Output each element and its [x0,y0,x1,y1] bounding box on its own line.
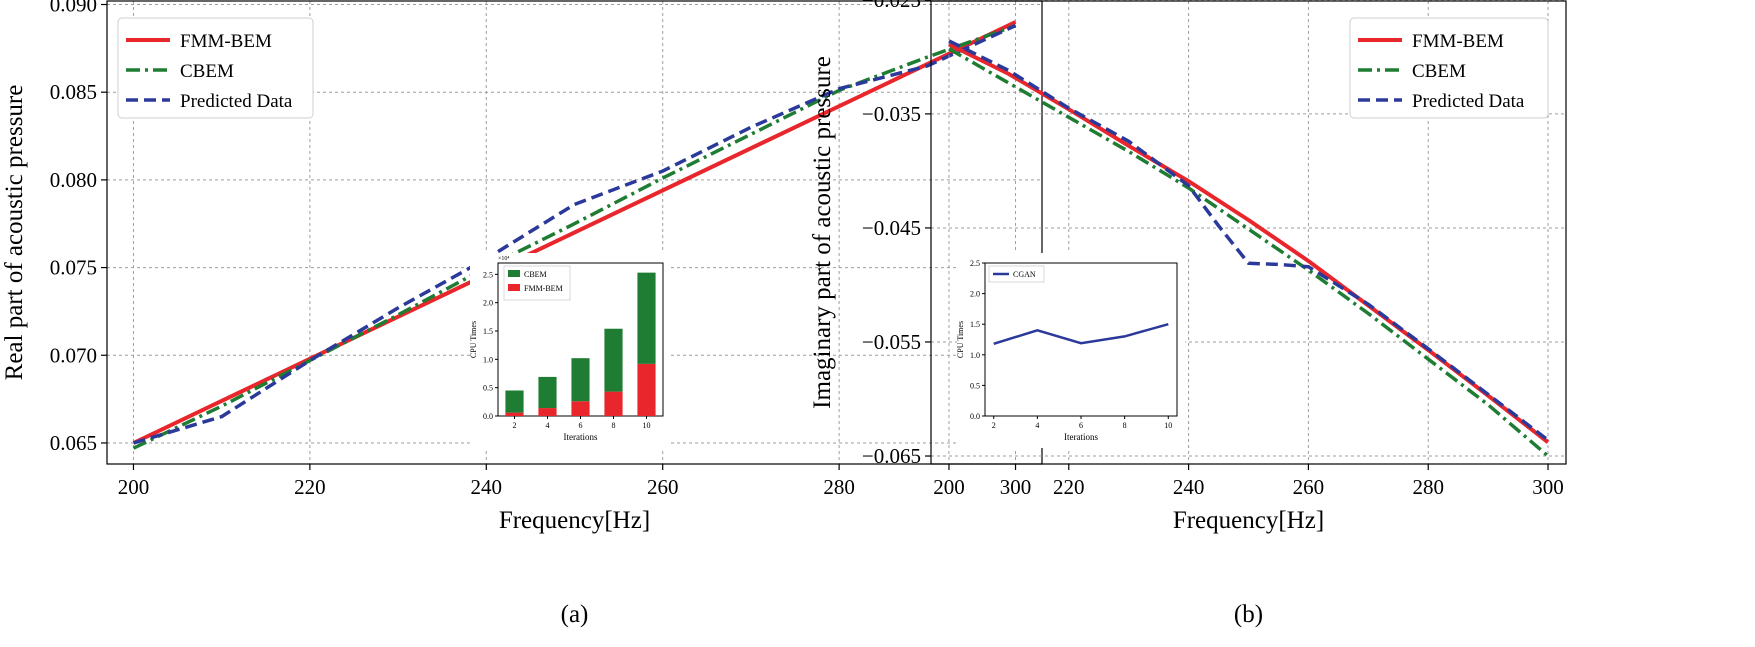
y-axis-label: Real part of acoustic pressure [1,85,28,381]
y-tick-label: 0.070 [50,343,97,367]
inset-legend-label: FMM-BEM [524,284,563,293]
x-tick-label: 200 [118,475,150,499]
inset-legend-swatch [508,270,520,277]
inset-x-tick-label: 6 [1079,421,1083,430]
legend-label: CBEM [180,61,234,82]
x-axis-label: Frequency[Hz] [499,507,650,534]
series-line-fmm-bem [132,20,1017,445]
panel-a: 200 220 240 260 280 300 0.065 0.070 0.075 0.080 0.… [1,0,1043,628]
legend-label: Predicted Data [1412,91,1525,112]
inset-y-tick-label: 2.5 [483,270,493,279]
series-line-cbem [132,23,1017,450]
inset-series-line-cgan [993,322,1169,345]
x-tick-label: 260 [1293,475,1325,499]
inset-legend-swatch [508,284,520,291]
figure-caption: (b) [1234,601,1263,628]
inset-bar-fmm-bem [571,401,590,416]
legend-label: Predicted Data [180,91,293,112]
inset-bar-cbem [538,376,557,409]
inset-y-axis-label: CPU Times [956,321,965,358]
inset-legend-frame [988,265,1045,283]
y-tick-label: 0.090 [50,0,97,17]
inset-bar-fmm-bem [604,391,623,416]
inset-bar-cbem [637,272,656,364]
inset-x-tick-label: 10 [643,421,651,430]
legend-frame [117,17,314,119]
x-tick-label: 240 [471,475,503,499]
x-tick-label: 240 [1173,475,1205,499]
inset-legend-label: CGAN [1013,270,1036,279]
inset-x-axis-label: Iterations [1064,432,1098,442]
y-tick-label: 0.080 [50,168,97,192]
inset-b: 0.0 0.5 1.0 1.5 2.0 2.5 Iterations CPU Times 2 4 6… [956,253,1185,448]
x-tick-label: 200 [933,475,965,499]
inset-x-tick-label: 2 [992,421,996,430]
y-tick-label: −0.035 [862,102,921,126]
axes-frame-b [930,0,1567,465]
inset-y-tick-label: 1.5 [483,327,493,336]
legend-a: FMM-BEM CBEM Predicted Data [117,17,314,119]
inset-x-tick-label: 4 [1035,421,1039,430]
inset-y-tick-label: 1.0 [970,351,980,360]
x-axis-label: Frequency[Hz] [1173,507,1324,534]
legend-label: FMM-BEM [1412,31,1504,52]
x-tick-label: 260 [647,475,679,499]
y-tick-label: 0.085 [50,80,97,104]
x-tick-label: 300 [1000,475,1032,499]
series-line-predicted-data [948,39,1550,442]
inset-a: 0.0 0.5 1.0 1.5 2.0 2.5 Iterations CPU Times ×10… [469,253,671,448]
inset-y-tick-label: 2.5 [970,259,980,268]
inset-bar-cbem [505,390,524,413]
inset-y-axis-label: CPU Times [469,321,478,358]
inset-x-tick-label: 6 [579,421,583,430]
inset-bar-fmm-bem [505,412,524,416]
series-group-a [132,20,1017,450]
inset-scale-label: ×10⁴ [498,256,509,262]
inset-y-tick-label: 0.5 [970,381,980,390]
inset-y-tick-label: 2.0 [483,299,493,308]
y-tick-label: −0.065 [862,444,921,468]
inset-bar-fmm-bem [538,408,557,416]
inset-y-tick-label: 0.5 [483,384,493,393]
inset-y-tick-label: 1.5 [970,320,980,329]
panel-b: 200 220 240 260 280 300 −0.065 −0.055 −0.045 −0.0… [809,0,1567,628]
x-tick-label: 220 [294,475,326,499]
inset-x-tick-label: 10 [1164,421,1172,430]
inset-x-tick-label: 4 [546,421,550,430]
y-axis-label: Imaginary part of acoustic pressure [809,56,836,409]
axes-frame-a [106,0,1043,465]
inset-bar-cbem [604,328,623,392]
y-tick-label: −0.025 [862,0,921,12]
inset-x-axis-label: Iterations [564,432,598,442]
legend-label: FMM-BEM [180,31,272,52]
inset-x-tick-label: 8 [612,421,616,430]
inset-legend-label: CBEM [524,270,547,279]
inset-bar-fmm-bem [637,363,656,416]
figure-caption: (a) [561,601,589,628]
inset-y-tick-label: 1.0 [483,355,493,364]
x-tick-label: 280 [823,475,855,499]
legend-frame [1349,17,1549,119]
inset-y-tick-label: 0.0 [483,412,493,421]
legend-b: FMM-BEM CBEM Predicted Data [1349,17,1549,119]
x-tick-label: 300 [1532,475,1564,499]
y-tick-label: 0.065 [50,431,97,455]
inset-x-tick-label: 2 [513,421,517,430]
inset-y-tick-label: 0.0 [970,412,980,421]
y-tick-label: 0.075 [50,256,97,280]
legend-label: CBEM [1412,61,1466,82]
x-tick-label: 220 [1053,475,1085,499]
y-tick-label: −0.045 [862,216,921,240]
inset-bar-cbem [571,358,590,402]
y-tick-label: −0.055 [862,330,921,354]
x-tick-label: 280 [1412,475,1444,499]
inset-y-tick-label: 2.0 [970,290,980,299]
series-group-b [948,39,1550,458]
inset-x-tick-label: 8 [1123,421,1127,430]
series-line-cbem [948,47,1550,458]
